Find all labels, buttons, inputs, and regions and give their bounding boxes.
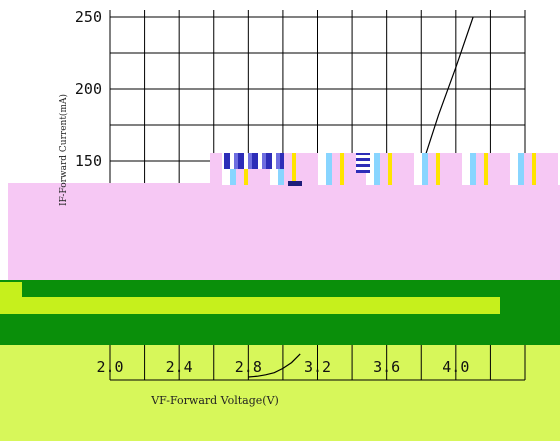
lower-grid [109,345,526,381]
artifact-glitch-blue-2 [356,153,370,173]
artifact-glitch-blue [224,153,284,169]
x-tick-label: 2.4 [166,358,193,376]
x-tick-label: 2.8 [235,358,262,376]
artifact-lime-strip [0,282,22,297]
y-tick-labels: 150 200 250 [75,8,102,170]
x-tick-labels: 2.0 2.4 2.8 3.2 3.6 4.0 [96,358,469,376]
artifact-lime-band [0,297,500,314]
artifact-glitch-dark [288,181,302,186]
series-line-lower [248,353,301,378]
x-tick-label: 3.2 [304,358,331,376]
artifact-pink-band [8,183,560,280]
x-axis-title: VF-Forward Voltage(V) [150,394,279,407]
x-tick-label: 4.0 [442,358,469,376]
y-tick-label: 150 [75,152,102,170]
artifact-yellow-band [0,345,560,441]
x-tick-label: 3.6 [373,358,400,376]
lower-curve [248,353,301,378]
y-tick-label: 250 [75,8,102,26]
y-axis-title: IF-Forward Current(mA) [58,94,69,206]
y-tick-label: 200 [75,80,102,98]
x-tick-label: 2.0 [96,358,123,376]
